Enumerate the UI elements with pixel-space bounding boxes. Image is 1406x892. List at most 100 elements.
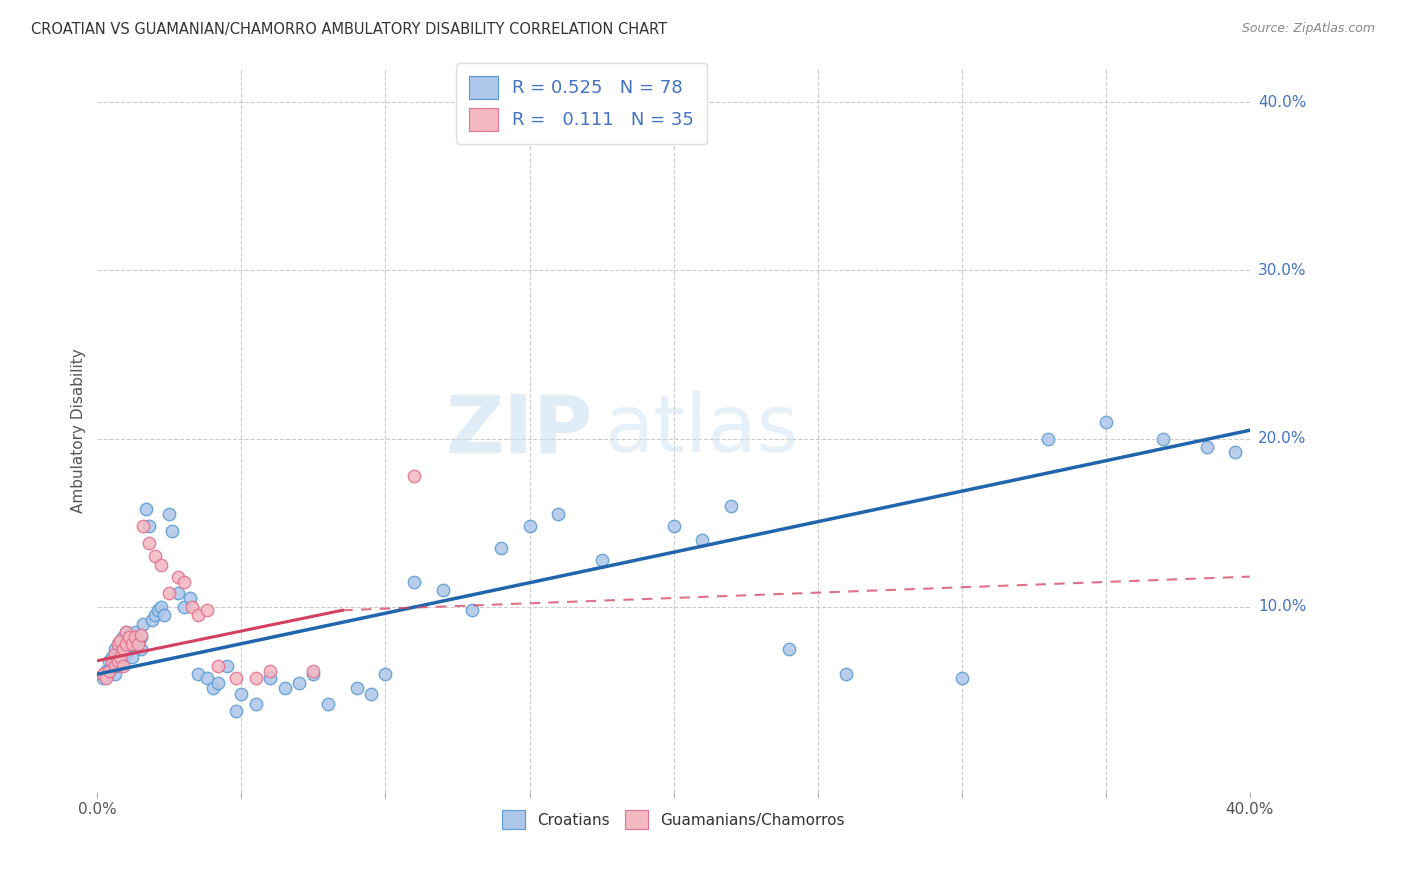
- Point: [157, 508, 180, 522]
- Point: [107, 647, 129, 661]
- Point: [143, 608, 166, 623]
- Point: [132, 616, 155, 631]
- Point: [404, 468, 426, 483]
- Point: [115, 637, 138, 651]
- Point: [110, 654, 132, 668]
- Point: [97, 664, 120, 678]
- Point: [360, 687, 382, 701]
- Point: [124, 625, 146, 640]
- Point: [104, 667, 127, 681]
- Point: [187, 608, 209, 623]
- Text: 40.0%: 40.0%: [1258, 95, 1306, 110]
- Point: [94, 671, 117, 685]
- Point: [91, 671, 114, 685]
- Point: [432, 583, 454, 598]
- Point: [121, 637, 143, 651]
- Point: [132, 519, 155, 533]
- Point: [141, 613, 163, 627]
- Point: [195, 671, 218, 685]
- Point: [461, 603, 484, 617]
- Point: [173, 574, 195, 589]
- Point: [692, 533, 714, 547]
- Point: [1152, 432, 1174, 446]
- Point: [259, 671, 281, 685]
- Point: [231, 687, 253, 701]
- Point: [100, 658, 122, 673]
- Point: [778, 642, 800, 657]
- Point: [835, 667, 858, 681]
- Point: [162, 524, 184, 538]
- Point: [112, 642, 135, 657]
- Point: [97, 667, 120, 681]
- Point: [104, 642, 127, 657]
- Point: [135, 502, 157, 516]
- Point: [152, 608, 174, 623]
- Point: [138, 536, 160, 550]
- Point: [346, 681, 368, 695]
- Point: [316, 698, 339, 712]
- Point: [118, 642, 141, 657]
- Point: [245, 671, 267, 685]
- Point: [720, 499, 742, 513]
- Point: [288, 675, 311, 690]
- Text: 10.0%: 10.0%: [1258, 599, 1306, 615]
- Point: [100, 650, 122, 665]
- Point: [179, 591, 201, 606]
- Point: [1225, 445, 1247, 459]
- Point: [112, 642, 135, 657]
- Point: [124, 630, 146, 644]
- Point: [104, 647, 127, 661]
- Point: [1036, 432, 1059, 446]
- Point: [302, 664, 325, 678]
- Point: [195, 603, 218, 617]
- Point: [225, 704, 247, 718]
- Point: [207, 675, 229, 690]
- Point: [950, 671, 973, 685]
- Point: [167, 569, 190, 583]
- Point: [157, 586, 180, 600]
- Text: Source: ZipAtlas.com: Source: ZipAtlas.com: [1241, 22, 1375, 36]
- Point: [121, 628, 143, 642]
- Point: [273, 681, 295, 695]
- Point: [115, 625, 138, 640]
- Point: [110, 633, 132, 648]
- Point: [115, 647, 138, 661]
- Point: [489, 541, 512, 555]
- Point: [121, 650, 143, 665]
- Text: CROATIAN VS GUAMANIAN/CHAMORRO AMBULATORY DISABILITY CORRELATION CHART: CROATIAN VS GUAMANIAN/CHAMORRO AMBULATOR…: [31, 22, 666, 37]
- Point: [129, 630, 152, 644]
- Point: [143, 549, 166, 564]
- Point: [107, 637, 129, 651]
- Text: 20.0%: 20.0%: [1258, 431, 1306, 446]
- Point: [149, 558, 172, 572]
- Point: [138, 519, 160, 533]
- Point: [107, 637, 129, 651]
- Point: [124, 637, 146, 651]
- Point: [118, 630, 141, 644]
- Point: [110, 633, 132, 648]
- Point: [662, 519, 685, 533]
- Text: atlas: atlas: [605, 392, 799, 469]
- Point: [245, 698, 267, 712]
- Point: [121, 637, 143, 651]
- Point: [181, 599, 204, 614]
- Point: [115, 625, 138, 640]
- Point: [259, 664, 281, 678]
- Point: [127, 637, 149, 651]
- Point: [112, 658, 135, 673]
- Point: [112, 630, 135, 644]
- Point: [201, 681, 224, 695]
- Point: [112, 650, 135, 665]
- Point: [107, 658, 129, 673]
- Point: [187, 667, 209, 681]
- Point: [94, 664, 117, 678]
- Point: [1195, 440, 1218, 454]
- Point: [118, 633, 141, 648]
- Point: [104, 654, 127, 668]
- Point: [302, 667, 325, 681]
- Point: [146, 603, 169, 617]
- Point: [129, 642, 152, 657]
- Text: 30.0%: 30.0%: [1258, 263, 1306, 278]
- Point: [519, 519, 541, 533]
- Point: [110, 650, 132, 665]
